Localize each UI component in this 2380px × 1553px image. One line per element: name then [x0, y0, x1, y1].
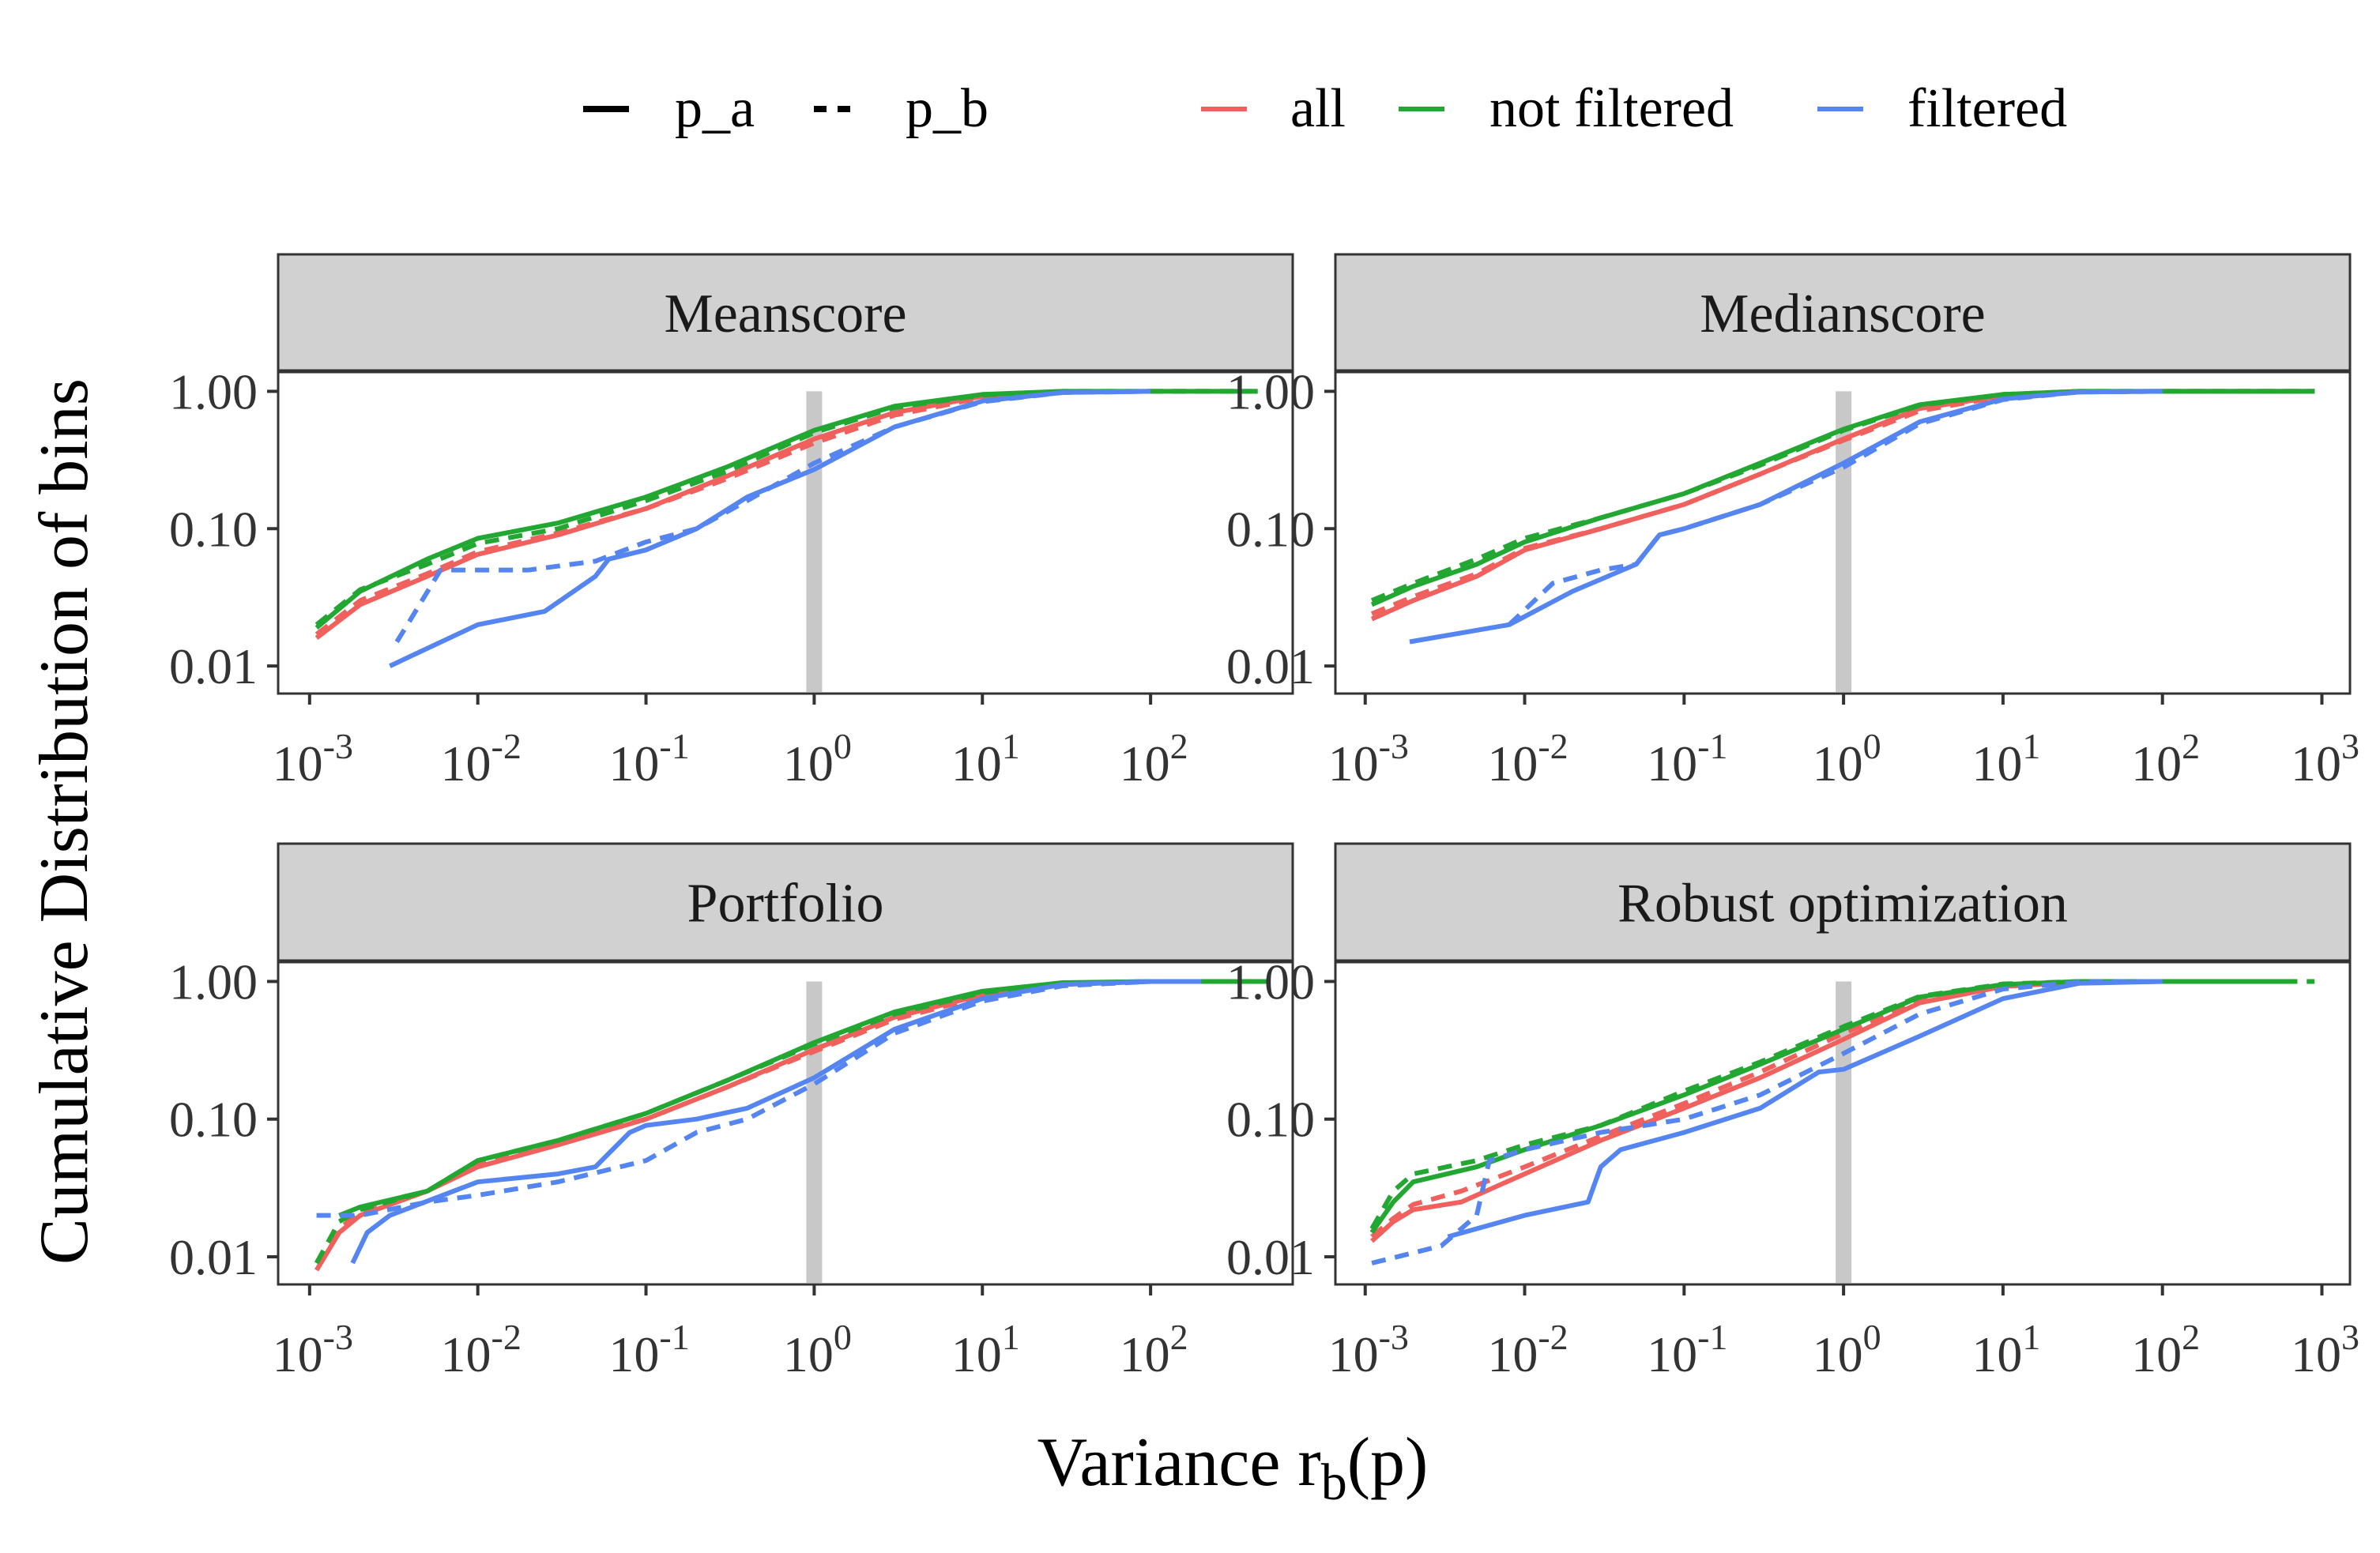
series-not-filtered-p-b	[1369, 979, 2315, 1230]
legend-label-all: all	[1290, 78, 1346, 139]
strip-robust-optimization	[1334, 842, 2352, 963]
strip-title-robust-optimization: Robust optimization	[1617, 874, 2068, 934]
x-tick-label: 101	[1971, 1317, 2040, 1382]
x-tick-label: 10-1	[608, 1317, 689, 1382]
series-group	[314, 389, 1268, 668]
plot-area-portfolio	[278, 961, 1293, 1284]
x-tick-label: 10-1	[608, 726, 689, 792]
series-all-p-b	[314, 979, 1151, 1265]
legend-label-not-filtered: not filtered	[1489, 78, 1734, 139]
legend-label-p-a: p_a	[675, 78, 755, 139]
series-filtered-p-a	[350, 979, 1202, 1265]
x-tick-label: 100	[783, 726, 852, 792]
series-group	[314, 979, 1268, 1272]
y-tick-label: 0.10	[1226, 501, 1315, 557]
x-tick-label: 10-3	[1328, 726, 1409, 792]
x-axis-title-sub: b	[1321, 1453, 1347, 1511]
strip-title-portfolio: Portfolio	[687, 874, 884, 934]
series-filtered-p-a	[1447, 979, 2163, 1239]
strip-meanscore	[277, 253, 1294, 373]
series-group	[1369, 979, 2315, 1265]
strip-medianscore	[1334, 253, 2352, 373]
x-tick-label: 10-3	[273, 1317, 353, 1382]
series-filtered-p-b	[1371, 979, 2163, 1265]
y-tick-label: 0.01	[169, 638, 258, 694]
y-tick-label: 0.01	[1226, 1229, 1315, 1285]
x-tick-label: 101	[1971, 726, 2040, 792]
x-tick-label: 102	[1120, 726, 1188, 792]
x-tick-label: 10-1	[1647, 1317, 1727, 1382]
x-tick-label: 102	[2131, 726, 2200, 792]
strip-title-medianscore: Medianscore	[1700, 284, 1986, 344]
y-tick-label: 0.10	[169, 1092, 258, 1148]
y-tick-label: 0.01	[1226, 638, 1315, 694]
legend: p_a p_b all not filtered filtered	[583, 78, 2067, 139]
x-tick-label: 10-2	[1487, 1317, 1568, 1382]
y-tick-label: 0.01	[169, 1229, 258, 1285]
strip-portfolio	[277, 842, 1294, 963]
x-tick-label: 10-1	[1647, 726, 1727, 792]
y-tick-label: 1.00	[1226, 953, 1315, 1010]
x-tick-label: 103	[2291, 726, 2359, 792]
series-not-filtered-p-b	[314, 979, 1266, 1265]
panel-portfolio: Portfolio 0.01 0.10 1.00 10-3 10-2 10-1 100 101 1…	[169, 842, 1294, 1382]
x-tick-label: 103	[2291, 1317, 2359, 1382]
panel-meanscore: Meanscore 0.01 0.10 1.00 10-3 10-2 10-1 100 101 1…	[169, 253, 1294, 792]
y-tick-label: 0.10	[169, 501, 258, 557]
x-axis-title-tail: (p)	[1347, 1424, 1429, 1501]
x-tick-label: 10-2	[441, 1317, 522, 1382]
x-tick-label: 101	[951, 726, 1020, 792]
series-group	[1370, 389, 2315, 645]
x-tick-label: 100	[783, 1317, 852, 1382]
legend-label-p-b: p_b	[906, 78, 989, 139]
x-tick-label: 10-3	[273, 726, 353, 792]
x-tick-label: 102	[1120, 1317, 1188, 1382]
y-tick-label: 1.00	[169, 363, 258, 419]
x-tick-label: 10-2	[441, 726, 522, 792]
x-tick-label: 100	[1813, 1317, 1881, 1382]
x-tick-label: 10-3	[1328, 1317, 1409, 1382]
panel-medianscore: Medianscore 0.01 0.10 1.00 10-3 10-2 10-1 100 10…	[1226, 253, 2359, 792]
series-filtered-p-b	[1507, 389, 2163, 626]
facet-panels: Meanscore 0.01 0.10 1.00 10-3 10-2 10-1 100 101 1…	[169, 253, 2359, 1382]
y-tick-label: 1.00	[1226, 363, 1315, 419]
strip-title-meanscore: Meanscore	[664, 284, 906, 344]
panel-robust-optimization: Robust optimization 0.01 0.10 1.00 10-3 10-2 1…	[1226, 842, 2359, 1382]
y-tick-label: 1.00	[169, 953, 258, 1010]
x-axis-title-main: Variance r	[1037, 1424, 1321, 1501]
x-axis-title: Variance rb(p)	[1037, 1424, 1429, 1511]
x-tick-label: 10-2	[1487, 726, 1568, 792]
legend-label-filtered: filtered	[1907, 78, 2067, 139]
series-filtered-p-b	[316, 979, 1151, 1218]
y-axis-title: Cumulative Distribution of bins	[26, 378, 103, 1265]
x-tick-label: 101	[951, 1317, 1020, 1382]
x-tick-label: 102	[2131, 1317, 2200, 1382]
x-tick-label: 100	[1813, 726, 1881, 792]
y-tick-label: 0.10	[1226, 1092, 1315, 1148]
series-filtered-p-b	[394, 389, 1151, 644]
